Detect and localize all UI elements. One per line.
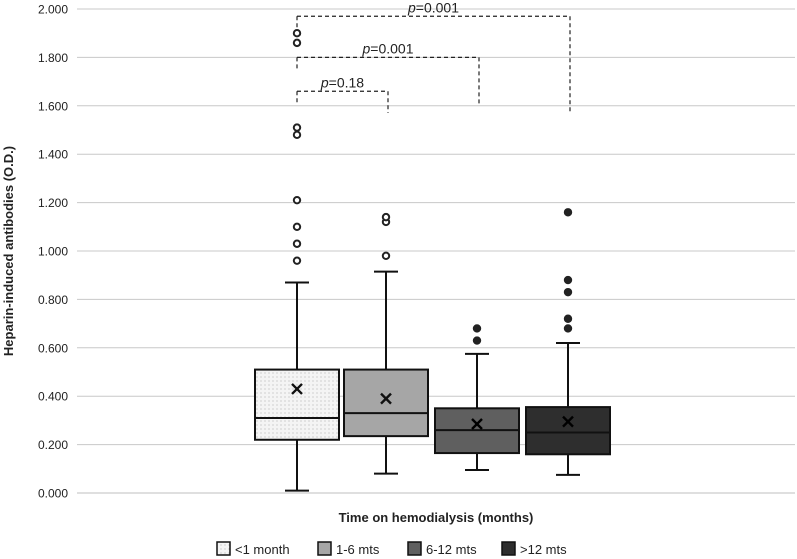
legend-swatch xyxy=(501,541,516,556)
outlier-point xyxy=(563,275,573,285)
outlier-point xyxy=(472,336,482,345)
legend-item: 6-12 mts xyxy=(407,541,477,557)
outlier-point xyxy=(472,324,482,333)
outlier-point xyxy=(292,239,302,248)
outlier-point xyxy=(563,208,573,217)
p-value-number: =0.001 xyxy=(416,0,459,15)
y-tick-label: 2.000 xyxy=(38,3,68,17)
p-value-symbol: p xyxy=(320,74,329,90)
outlier-point xyxy=(292,130,302,140)
y-tick-label: 0.200 xyxy=(38,438,68,452)
legend-label: 1-6 mts xyxy=(336,542,380,557)
box-3 xyxy=(434,324,520,472)
legend: <1 month 1-6 mts 6-12 mts >12 mts xyxy=(216,541,567,557)
p-value-label: p=0.18 xyxy=(320,74,364,90)
p-value-symbol: p xyxy=(407,0,416,15)
outlier-point xyxy=(292,123,302,132)
y-tick-label: 1.800 xyxy=(38,51,68,65)
outlier-point xyxy=(292,195,302,205)
gridlines xyxy=(77,8,795,446)
p-value-bracket: p=0.18 xyxy=(296,74,389,114)
legend-item: <1 month xyxy=(216,541,290,557)
outlier-point xyxy=(292,256,302,265)
y-tick-label: 1.400 xyxy=(38,148,68,162)
outlier-point xyxy=(381,251,391,261)
outlier-point xyxy=(292,38,302,48)
y-axis-tick-labels: 0.000 0.200 0.400 0.600 0.800 1.000 1.200 1.400… xyxy=(38,3,68,501)
legend-swatch xyxy=(317,541,332,556)
mean-marker xyxy=(471,418,483,430)
outlier-point xyxy=(292,29,302,38)
box-iqr xyxy=(343,368,429,438)
outlier-point xyxy=(292,222,302,232)
legend-swatch xyxy=(407,541,422,556)
x-axis-label: Time on hemodialysis (months) xyxy=(339,510,534,525)
p-value-label: p=0.001 xyxy=(361,40,413,56)
outlier-point xyxy=(563,314,573,323)
legend-label: >12 mts xyxy=(520,542,567,557)
outlier-point xyxy=(563,287,573,297)
outlier-point xyxy=(563,324,573,333)
box-1 xyxy=(254,29,340,492)
outlier-point xyxy=(381,212,391,222)
y-tick-label: 1.200 xyxy=(38,196,68,210)
legend-item: >12 mts xyxy=(501,541,567,557)
y-tick-label: 0.000 xyxy=(38,487,68,501)
y-tick-label: 0.400 xyxy=(38,390,68,404)
p-value-bracket: p=0.001 xyxy=(296,0,571,114)
legend-swatch xyxy=(216,541,231,556)
y-tick-label: 1.000 xyxy=(38,245,68,259)
p-value-number: =0.001 xyxy=(370,40,413,56)
box-2 xyxy=(343,212,429,475)
legend-item: 1-6 mts xyxy=(317,541,380,557)
y-tick-label: 0.800 xyxy=(38,293,68,307)
y-axis-label: Heparin-induced antibodies (O.D.) xyxy=(1,146,16,356)
box-iqr xyxy=(525,406,611,456)
mean-marker xyxy=(380,392,392,405)
y-tick-label: 1.600 xyxy=(38,99,68,113)
p-value-bracket: p=0.001 xyxy=(296,40,480,106)
p-value-label: p=0.001 xyxy=(407,0,459,15)
mean-marker xyxy=(291,383,303,395)
legend-label: 6-12 mts xyxy=(426,542,477,557)
p-value-number: =0.18 xyxy=(329,74,365,90)
box-plots xyxy=(254,29,611,492)
y-tick-label: 0.600 xyxy=(38,341,68,355)
legend-label: <1 month xyxy=(235,542,290,557)
box-4 xyxy=(525,208,611,476)
mean-marker xyxy=(562,415,574,428)
box-iqr xyxy=(254,368,340,441)
p-value-symbol: p xyxy=(361,40,370,56)
